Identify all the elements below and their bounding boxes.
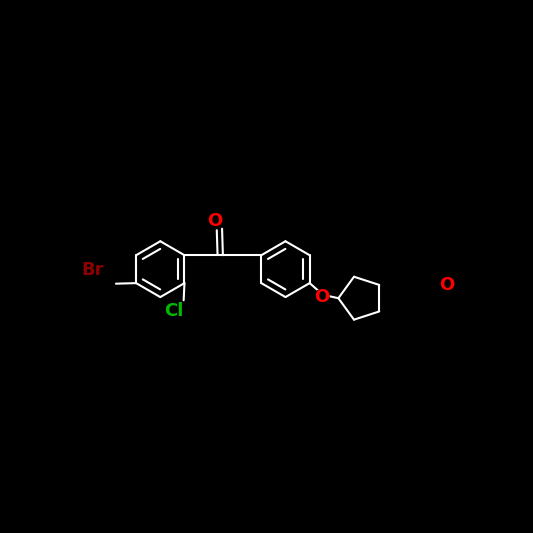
Text: Cl: Cl xyxy=(164,302,183,320)
Text: O: O xyxy=(439,276,454,294)
Text: Br: Br xyxy=(82,261,104,279)
Circle shape xyxy=(82,260,103,281)
Circle shape xyxy=(439,277,454,292)
Circle shape xyxy=(314,290,329,304)
Text: O: O xyxy=(314,288,329,306)
Circle shape xyxy=(165,302,183,320)
Circle shape xyxy=(207,214,222,229)
Text: O: O xyxy=(207,212,222,230)
